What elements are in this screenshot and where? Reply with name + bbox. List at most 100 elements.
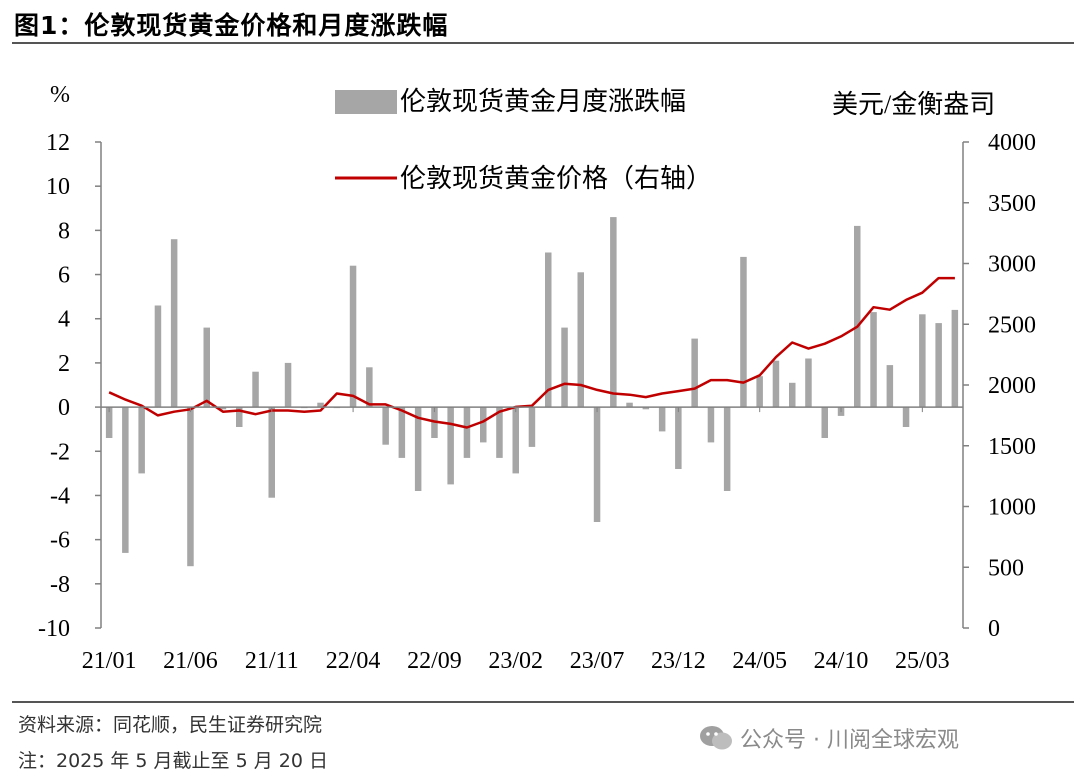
right-tick-label: 3000 — [988, 252, 1036, 278]
bar-24/05 — [756, 376, 763, 408]
bar-21/01 — [105, 407, 113, 438]
bar-22/08 — [414, 407, 422, 491]
bar-24/12 — [870, 312, 877, 408]
bar-24/07 — [789, 382, 796, 408]
wechat-icon — [700, 726, 732, 750]
bar-21/02 — [122, 407, 129, 553]
bar-22/10 — [447, 407, 454, 485]
source-note: 资料来源：同花顺，民生证券研究院 — [18, 714, 323, 736]
legend-bar-swatch — [335, 90, 397, 114]
x-tick-label: 22/09 — [407, 648, 462, 674]
axes: 12 10 8 6 4 2 0 -2 -4 -6 -8 -10 4000 3500 3000 2500 2000… — [38, 130, 1036, 674]
price-line-group — [108, 276, 955, 429]
bar-24/09 — [821, 407, 828, 438]
x-tick-label: 22/04 — [326, 648, 381, 674]
bar-23/09 — [626, 402, 633, 408]
footer-divider — [12, 701, 1074, 703]
bar-23/10 — [642, 407, 650, 410]
bar-21/04 — [154, 305, 162, 408]
x-tick-label: 23/12 — [651, 648, 706, 674]
x-tick-label: 21/06 — [163, 648, 218, 674]
x-tick-label: 21/11 — [245, 648, 299, 674]
monthly-change-bars — [105, 217, 959, 567]
x-tick-label: 23/02 — [488, 648, 543, 674]
bar-24/04 — [740, 256, 747, 408]
watermark-text: 公众号 · 川阅全球宏观 — [740, 728, 959, 753]
bar-25/05 — [951, 309, 959, 408]
bar-22/05 — [366, 367, 373, 408]
right-tick-label: 1000 — [988, 495, 1036, 521]
gold-price-chart: 12 10 8 6 4 2 0 -2 -4 -6 -8 -10 4000 3500 3000 2500 2000… — [38, 82, 1036, 674]
legend-bar-label: 伦敦现货黄金月度涨跌幅 — [400, 87, 686, 116]
x-tick-label: 25/03 — [895, 648, 950, 674]
bar-22/06 — [382, 407, 389, 445]
bar-23/12 — [675, 407, 682, 469]
x-tick-label: 23/07 — [570, 648, 625, 674]
left-tick-label: 10 — [46, 174, 70, 200]
left-tick-label: 2 — [58, 351, 70, 377]
left-tick-label: 12 — [46, 130, 70, 156]
bar-22/04 — [349, 265, 357, 408]
right-tick-label: 4000 — [988, 130, 1036, 156]
bar-24/08 — [805, 358, 812, 408]
bar-24/06 — [772, 360, 780, 408]
legend-line-label: 伦敦现货黄金价格（右轴） — [400, 164, 712, 193]
bar-23/07 — [593, 407, 601, 522]
bar-21/05 — [170, 239, 178, 408]
bar-24/02 — [707, 407, 715, 443]
bar-23/03 — [528, 407, 536, 447]
date-note: 注：2025 年 5 月截止至 5 月 20 日 — [18, 750, 328, 772]
left-unit-label: % — [50, 82, 70, 108]
left-tick-label: 0 — [58, 395, 70, 421]
bar-23/06 — [577, 272, 584, 408]
bar-21/06 — [187, 407, 194, 567]
legend: 伦敦现货黄金月度涨跌幅 伦敦现货黄金价格（右轴） — [335, 87, 712, 193]
price-line — [108, 276, 955, 429]
left-tick-label: -10 — [38, 616, 70, 642]
right-unit-label: 美元/金衡盎司 — [832, 90, 995, 119]
bar-21/03 — [138, 407, 145, 474]
right-tick-label: 2500 — [988, 312, 1036, 338]
left-tick-label: -8 — [50, 572, 70, 598]
bar-21/07 — [203, 327, 210, 408]
bar-22/02 — [317, 402, 324, 408]
x-tick-label: 24/10 — [814, 648, 869, 674]
bar-25/02 — [902, 407, 910, 427]
left-tick-label: 4 — [58, 307, 70, 333]
bar-21/10 — [252, 371, 259, 407]
bar-24/03 — [723, 407, 731, 491]
left-tick-label: 8 — [58, 218, 70, 244]
bar-21/08 — [219, 407, 227, 410]
bar-21/09 — [236, 407, 243, 427]
right-tick-label: 0 — [988, 616, 1000, 642]
bar-23/11 — [658, 407, 666, 432]
figure-title: 图1：伦敦现货黄金价格和月度涨跌幅 — [14, 11, 449, 40]
title-divider — [12, 42, 1074, 44]
right-tick-label: 1500 — [988, 434, 1036, 460]
bar-25/01 — [886, 365, 894, 408]
bar-22/07 — [398, 407, 406, 458]
bar-22/12 — [480, 407, 487, 443]
bar-23/05 — [561, 327, 568, 408]
bar-21/11 — [268, 407, 275, 498]
x-tick-label: 24/05 — [732, 648, 787, 674]
bar-23/01 — [496, 407, 503, 458]
bar-23/04 — [545, 252, 552, 408]
right-tick-label: 2000 — [988, 373, 1036, 399]
left-tick-label: -4 — [50, 483, 70, 509]
x-tick-label: 21/01 — [82, 648, 137, 674]
bar-25/04 — [935, 323, 942, 407]
bar-23/02 — [512, 407, 519, 474]
bar-25/03 — [919, 314, 926, 408]
right-tick-label: 3500 — [988, 191, 1036, 217]
left-tick-label: 6 — [58, 263, 70, 289]
left-tick-label: -2 — [50, 439, 70, 465]
bar-22/11 — [463, 407, 471, 458]
bar-23/08 — [610, 217, 617, 408]
bar-24/01 — [691, 338, 698, 408]
bar-21/12 — [284, 362, 292, 408]
right-tick-label: 500 — [988, 555, 1024, 581]
watermark: 公众号 · 川阅全球宏观 — [698, 722, 959, 754]
left-tick-label: -6 — [50, 528, 70, 554]
bar-24/11 — [854, 225, 861, 407]
